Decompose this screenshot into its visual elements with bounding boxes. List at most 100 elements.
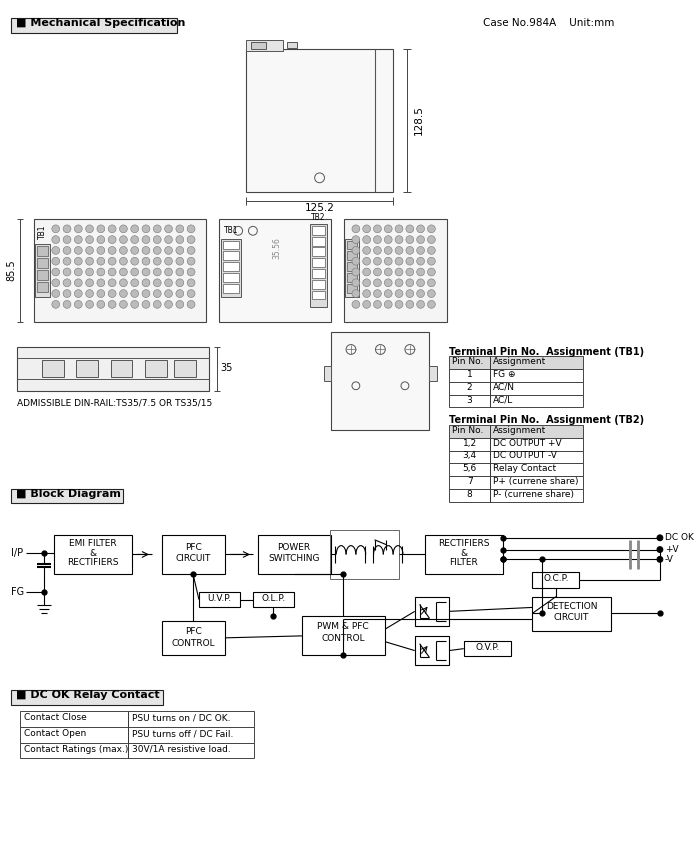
Bar bbox=[449, 438, 583, 450]
Text: Assignment: Assignment bbox=[494, 426, 547, 435]
Bar bbox=[218, 219, 331, 322]
Circle shape bbox=[52, 235, 60, 244]
Circle shape bbox=[374, 258, 382, 265]
Bar bbox=[258, 535, 331, 574]
Text: I/P: I/P bbox=[10, 547, 22, 558]
Circle shape bbox=[164, 268, 172, 276]
Text: Case No.984A    Unit:mm: Case No.984A Unit:mm bbox=[484, 18, 615, 28]
Text: 35: 35 bbox=[220, 363, 233, 373]
Text: +V: +V bbox=[665, 545, 678, 554]
Circle shape bbox=[131, 225, 139, 233]
Circle shape bbox=[363, 235, 370, 244]
Circle shape bbox=[63, 300, 71, 309]
Circle shape bbox=[85, 300, 94, 309]
Circle shape bbox=[406, 268, 414, 276]
Text: ■ Mechanical Specification: ■ Mechanical Specification bbox=[15, 18, 185, 28]
Text: POWER: POWER bbox=[277, 542, 311, 552]
Bar bbox=[18, 347, 209, 391]
Bar bbox=[312, 269, 326, 278]
Circle shape bbox=[97, 300, 105, 309]
Text: Terminal Pin No.  Assignment (TB1): Terminal Pin No. Assignment (TB1) bbox=[449, 347, 644, 356]
Bar bbox=[10, 489, 123, 503]
Bar bbox=[449, 476, 583, 489]
Circle shape bbox=[85, 246, 94, 254]
Text: DETECTION: DETECTION bbox=[546, 602, 597, 610]
Text: P+ (currene share): P+ (currene share) bbox=[494, 477, 579, 486]
Bar bbox=[10, 18, 177, 32]
Bar bbox=[331, 332, 429, 430]
Text: Pin No.: Pin No. bbox=[452, 357, 484, 366]
Text: 128.5: 128.5 bbox=[414, 105, 424, 135]
Text: DC OUTPUT +V: DC OUTPUT +V bbox=[494, 439, 562, 448]
Bar bbox=[251, 42, 265, 49]
Bar bbox=[345, 239, 359, 298]
Bar bbox=[414, 597, 449, 626]
Circle shape bbox=[120, 268, 127, 276]
Circle shape bbox=[153, 235, 161, 244]
Circle shape bbox=[187, 290, 195, 298]
Circle shape bbox=[74, 258, 82, 265]
Text: PFC: PFC bbox=[185, 542, 202, 552]
Circle shape bbox=[164, 300, 172, 309]
Circle shape bbox=[363, 268, 370, 276]
Circle shape bbox=[85, 268, 94, 276]
Circle shape bbox=[416, 290, 424, 298]
Text: 7: 7 bbox=[467, 477, 473, 486]
Circle shape bbox=[384, 235, 392, 244]
Circle shape bbox=[52, 290, 60, 298]
Text: 3: 3 bbox=[467, 395, 473, 405]
Circle shape bbox=[406, 225, 414, 233]
Circle shape bbox=[176, 258, 183, 265]
Text: TB1: TB1 bbox=[38, 224, 46, 239]
Bar bbox=[37, 258, 48, 268]
Text: ■ DC OK Relay Contact: ■ DC OK Relay Contact bbox=[15, 690, 159, 700]
Circle shape bbox=[187, 235, 195, 244]
Circle shape bbox=[108, 290, 116, 298]
Circle shape bbox=[120, 246, 127, 254]
Circle shape bbox=[120, 225, 127, 233]
Bar bbox=[429, 366, 438, 381]
Circle shape bbox=[74, 279, 82, 286]
Circle shape bbox=[120, 258, 127, 265]
Bar bbox=[76, 360, 98, 377]
Text: O.V.P.: O.V.P. bbox=[475, 643, 499, 652]
Circle shape bbox=[657, 547, 663, 553]
Bar bbox=[35, 244, 50, 298]
Circle shape bbox=[74, 290, 82, 298]
Bar bbox=[344, 219, 447, 322]
Circle shape bbox=[363, 225, 370, 233]
Circle shape bbox=[428, 279, 435, 286]
Circle shape bbox=[63, 279, 71, 286]
Bar bbox=[246, 40, 284, 51]
Circle shape bbox=[164, 225, 172, 233]
Text: U.V.P.: U.V.P. bbox=[207, 593, 232, 603]
Text: -V: -V bbox=[665, 555, 673, 564]
Bar bbox=[464, 641, 511, 656]
Bar bbox=[330, 530, 399, 579]
Text: 5,6: 5,6 bbox=[463, 464, 477, 473]
Circle shape bbox=[142, 300, 150, 309]
Bar bbox=[312, 280, 326, 289]
Circle shape bbox=[63, 246, 71, 254]
Text: 2: 2 bbox=[467, 382, 473, 392]
Circle shape bbox=[131, 235, 139, 244]
Circle shape bbox=[395, 225, 403, 233]
Bar bbox=[20, 743, 254, 758]
Circle shape bbox=[428, 246, 435, 254]
Circle shape bbox=[63, 235, 71, 244]
Circle shape bbox=[153, 258, 161, 265]
Bar bbox=[347, 252, 357, 260]
Circle shape bbox=[374, 300, 382, 309]
Circle shape bbox=[108, 268, 116, 276]
Circle shape bbox=[142, 279, 150, 286]
Circle shape bbox=[384, 268, 392, 276]
Circle shape bbox=[153, 268, 161, 276]
Circle shape bbox=[374, 290, 382, 298]
Circle shape bbox=[374, 246, 382, 254]
Text: 3,4: 3,4 bbox=[463, 451, 477, 461]
Text: &: & bbox=[460, 548, 468, 558]
Text: Pin No.: Pin No. bbox=[452, 426, 484, 435]
Bar bbox=[310, 224, 328, 308]
Circle shape bbox=[416, 225, 424, 233]
Circle shape bbox=[428, 268, 435, 276]
